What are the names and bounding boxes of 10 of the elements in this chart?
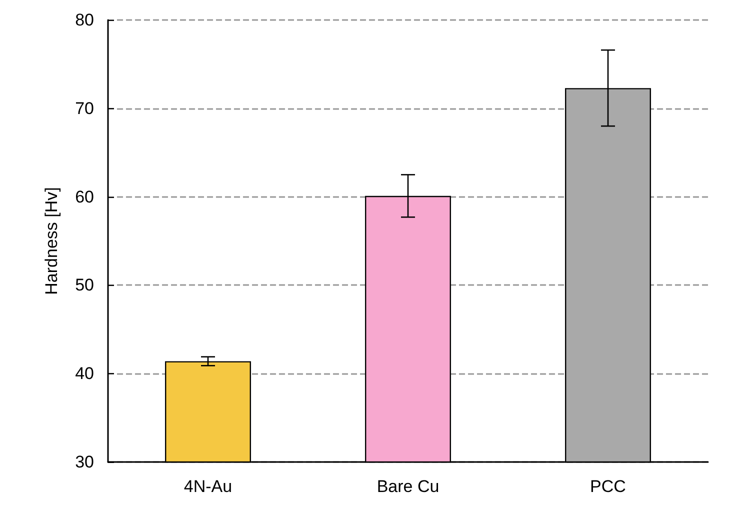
x-tick-label: PCC xyxy=(590,477,626,496)
y-axis-title: Hardness [Hv] xyxy=(42,187,61,295)
y-tick-label: 80 xyxy=(75,10,94,30)
y-tick-label: 40 xyxy=(75,364,94,384)
y-tick-label: 60 xyxy=(75,187,94,206)
x-tick-label: Bare Cu xyxy=(376,477,440,496)
y-tick-label: 30 xyxy=(75,452,94,472)
y-tick-label: 50 xyxy=(75,276,94,295)
x-tick-label: 4N-Au xyxy=(184,477,232,496)
y-tick-label: 70 xyxy=(75,98,94,118)
